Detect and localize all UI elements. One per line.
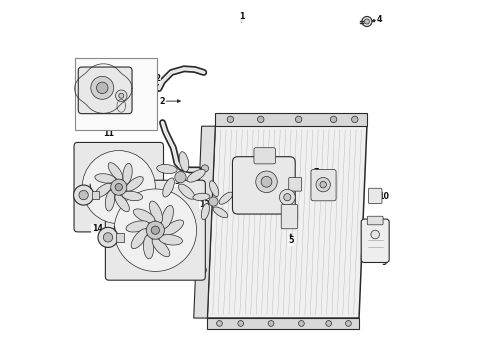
Ellipse shape bbox=[133, 209, 155, 223]
Ellipse shape bbox=[219, 192, 233, 204]
Circle shape bbox=[326, 320, 332, 326]
Circle shape bbox=[258, 116, 264, 123]
Text: 11: 11 bbox=[103, 129, 114, 138]
FancyBboxPatch shape bbox=[116, 233, 124, 242]
Ellipse shape bbox=[152, 238, 170, 257]
FancyBboxPatch shape bbox=[254, 148, 275, 164]
Ellipse shape bbox=[159, 235, 182, 245]
Ellipse shape bbox=[94, 183, 112, 198]
Ellipse shape bbox=[163, 220, 184, 235]
Text: 10: 10 bbox=[378, 192, 389, 201]
Ellipse shape bbox=[178, 184, 195, 199]
Ellipse shape bbox=[163, 178, 174, 197]
Circle shape bbox=[200, 209, 208, 216]
Circle shape bbox=[91, 76, 114, 99]
FancyBboxPatch shape bbox=[289, 177, 302, 191]
Circle shape bbox=[365, 19, 369, 24]
Circle shape bbox=[97, 82, 108, 94]
Text: 5: 5 bbox=[288, 237, 294, 246]
Ellipse shape bbox=[213, 207, 228, 218]
Ellipse shape bbox=[95, 174, 116, 183]
Circle shape bbox=[98, 227, 118, 247]
Circle shape bbox=[279, 189, 295, 205]
Ellipse shape bbox=[201, 203, 209, 220]
Circle shape bbox=[256, 171, 277, 193]
Circle shape bbox=[103, 233, 113, 242]
FancyBboxPatch shape bbox=[368, 216, 383, 225]
Circle shape bbox=[82, 150, 155, 224]
Circle shape bbox=[316, 177, 330, 192]
FancyBboxPatch shape bbox=[311, 170, 336, 201]
Text: 2: 2 bbox=[160, 96, 165, 105]
Circle shape bbox=[79, 190, 88, 200]
Circle shape bbox=[74, 185, 94, 205]
Circle shape bbox=[295, 116, 302, 123]
FancyBboxPatch shape bbox=[74, 58, 157, 130]
Ellipse shape bbox=[179, 152, 189, 172]
Circle shape bbox=[175, 171, 186, 183]
Circle shape bbox=[209, 197, 218, 206]
FancyBboxPatch shape bbox=[232, 157, 295, 214]
Text: 9: 9 bbox=[382, 258, 388, 267]
Circle shape bbox=[320, 181, 326, 188]
Circle shape bbox=[115, 184, 122, 191]
Text: 1: 1 bbox=[239, 12, 244, 21]
Circle shape bbox=[362, 17, 372, 27]
Ellipse shape bbox=[126, 221, 149, 232]
Ellipse shape bbox=[108, 163, 122, 180]
FancyBboxPatch shape bbox=[92, 191, 99, 199]
Circle shape bbox=[371, 230, 379, 239]
Text: 6: 6 bbox=[278, 201, 284, 210]
Polygon shape bbox=[215, 113, 367, 126]
Text: 12: 12 bbox=[150, 75, 161, 84]
Ellipse shape bbox=[157, 165, 177, 174]
Circle shape bbox=[217, 320, 222, 326]
Text: 15: 15 bbox=[137, 205, 148, 214]
Circle shape bbox=[298, 320, 304, 326]
Circle shape bbox=[116, 90, 127, 102]
Polygon shape bbox=[207, 126, 367, 318]
Circle shape bbox=[261, 176, 272, 187]
Circle shape bbox=[114, 189, 196, 271]
Polygon shape bbox=[207, 318, 359, 329]
Ellipse shape bbox=[122, 191, 143, 201]
Polygon shape bbox=[194, 126, 215, 318]
FancyBboxPatch shape bbox=[281, 204, 298, 229]
Ellipse shape bbox=[131, 229, 147, 249]
Ellipse shape bbox=[126, 176, 143, 191]
Ellipse shape bbox=[115, 194, 129, 212]
Ellipse shape bbox=[149, 201, 163, 223]
FancyBboxPatch shape bbox=[74, 143, 164, 232]
Circle shape bbox=[199, 266, 206, 274]
FancyBboxPatch shape bbox=[361, 219, 389, 262]
Ellipse shape bbox=[193, 193, 210, 201]
Ellipse shape bbox=[210, 181, 219, 197]
Circle shape bbox=[351, 116, 358, 123]
Circle shape bbox=[147, 221, 165, 239]
Circle shape bbox=[330, 116, 337, 123]
Circle shape bbox=[201, 165, 209, 172]
Circle shape bbox=[227, 116, 234, 123]
Text: 3: 3 bbox=[174, 177, 180, 186]
Ellipse shape bbox=[162, 205, 173, 228]
Ellipse shape bbox=[105, 190, 115, 211]
FancyBboxPatch shape bbox=[368, 188, 382, 204]
Text: 13: 13 bbox=[199, 200, 210, 209]
Text: 14: 14 bbox=[92, 224, 103, 233]
Circle shape bbox=[151, 226, 159, 234]
FancyBboxPatch shape bbox=[105, 180, 205, 280]
Text: 7: 7 bbox=[314, 168, 319, 177]
Ellipse shape bbox=[123, 163, 132, 184]
FancyBboxPatch shape bbox=[78, 67, 132, 114]
Circle shape bbox=[345, 320, 351, 326]
Circle shape bbox=[268, 320, 274, 326]
Text: 8: 8 bbox=[255, 190, 260, 199]
Text: 4: 4 bbox=[377, 15, 382, 24]
Circle shape bbox=[119, 93, 124, 98]
Ellipse shape bbox=[187, 169, 205, 182]
Circle shape bbox=[284, 194, 291, 201]
Circle shape bbox=[238, 320, 244, 326]
Circle shape bbox=[111, 179, 127, 195]
Ellipse shape bbox=[144, 235, 154, 259]
